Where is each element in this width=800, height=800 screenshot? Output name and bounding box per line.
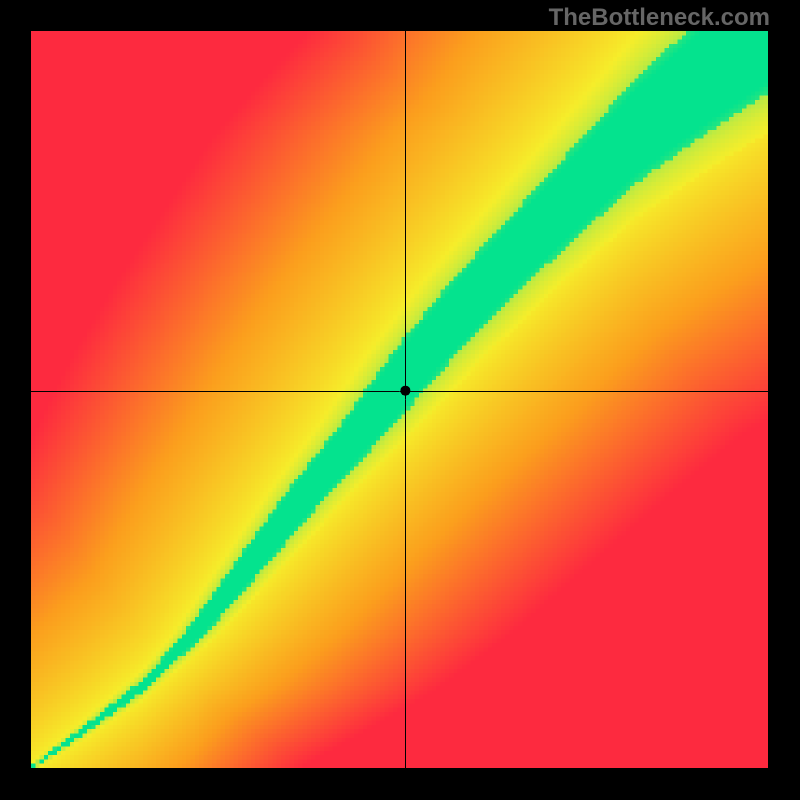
overlay-canvas (0, 0, 800, 800)
watermark-text: TheBottleneck.com (549, 4, 770, 32)
chart-container: TheBottleneck.com (0, 0, 800, 800)
